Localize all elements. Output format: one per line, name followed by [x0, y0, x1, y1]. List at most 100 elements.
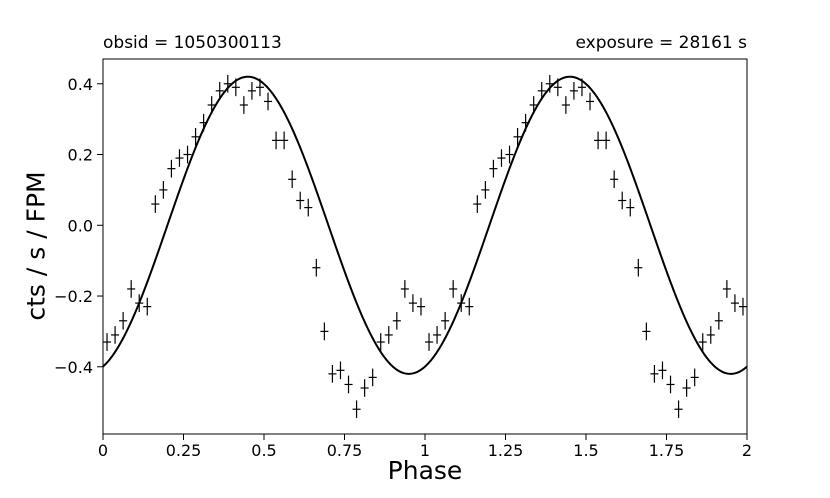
data-point [344, 375, 353, 394]
data-point [706, 326, 715, 344]
data-point [312, 258, 321, 277]
data-point [223, 74, 232, 93]
data-point [634, 258, 643, 277]
x-tick-label: 0.5 [251, 441, 276, 460]
data-point [449, 280, 458, 298]
data-point [247, 81, 256, 100]
data-point [336, 361, 345, 380]
data-point [618, 191, 627, 210]
data-point [722, 280, 731, 298]
y-tick-label: −0.4 [54, 358, 93, 377]
data-point [264, 92, 273, 111]
data-point [352, 400, 361, 419]
data-point [586, 92, 595, 111]
data-point [569, 81, 578, 100]
data-point [400, 280, 409, 298]
data-point [425, 333, 434, 351]
y-tick-label: 0.2 [68, 146, 93, 165]
x-tick-label: 0 [98, 441, 108, 460]
data-point [408, 294, 417, 312]
x-tick-label: 1 [420, 441, 430, 460]
data-point [255, 78, 264, 97]
exposure-label: exposure = 28161 s [575, 33, 747, 53]
data-point [489, 159, 498, 178]
data-point [183, 145, 192, 164]
data-point [473, 195, 482, 213]
data-point [545, 74, 554, 93]
data-point [577, 78, 586, 97]
x-tick-label: 0.25 [166, 441, 202, 460]
data-point [280, 131, 289, 150]
data-point [239, 96, 248, 114]
data-point [497, 149, 506, 167]
data-point [368, 368, 377, 387]
data-point [666, 375, 675, 394]
data-point [416, 297, 425, 316]
data-point [730, 294, 739, 312]
data-point [674, 400, 683, 419]
x-axis-label: Phase [387, 456, 463, 485]
model-curve [102, 75, 748, 375]
data-point [658, 361, 667, 380]
x-tick-label: 2 [742, 441, 752, 460]
data-point [304, 198, 313, 217]
y-tick-label: 0.4 [68, 75, 93, 94]
data-point [513, 127, 522, 146]
data-point [167, 159, 176, 178]
data-point [626, 198, 635, 217]
obsid-label: obsid = 1050300113 [103, 33, 282, 53]
data-point [288, 170, 297, 189]
data-point [328, 365, 337, 383]
data-point [199, 113, 208, 132]
data-point [505, 145, 514, 164]
data-point [103, 333, 112, 351]
data-point [127, 280, 136, 298]
data-point [320, 322, 329, 341]
y-axis-label: cts / s / FPM [21, 171, 51, 321]
data-point [191, 127, 200, 146]
x-tick-label: 1.75 [649, 441, 685, 460]
data-point [215, 81, 224, 100]
data-point [553, 78, 562, 97]
data-point [159, 181, 168, 199]
data-point [151, 195, 160, 213]
data-point [272, 131, 281, 150]
data-point [296, 191, 305, 210]
data-point [650, 365, 659, 383]
data-point [384, 326, 393, 344]
y-axis: −0.4 −0.2 0.0 0.2 0.4 [54, 75, 103, 377]
x-tick-label: 1.5 [573, 441, 598, 460]
data-point [610, 170, 619, 189]
data-point [594, 131, 603, 150]
data-point [392, 311, 401, 330]
x-axis: 0 0.25 0.5 0.75 1 1.25 1.5 1.75 2 [98, 434, 752, 460]
data-point [433, 326, 442, 344]
data-point [175, 149, 184, 167]
data-point [698, 333, 707, 351]
data-point [135, 294, 144, 312]
x-tick-label: 1.25 [488, 441, 524, 460]
data-point [465, 297, 474, 316]
data-point [207, 96, 216, 114]
data-point [111, 326, 120, 344]
data-point [529, 96, 538, 114]
data-point [457, 294, 466, 312]
data-point [119, 311, 128, 330]
y-tick-label: 0.0 [68, 216, 93, 235]
data-point [521, 113, 530, 132]
data-point [682, 379, 691, 397]
data-point [231, 78, 240, 97]
data-point [690, 368, 699, 387]
data-point [360, 379, 369, 397]
data-point [441, 311, 450, 330]
data-point [602, 131, 611, 150]
data-point [537, 81, 546, 100]
data-point [481, 181, 490, 199]
plot-area [102, 74, 748, 419]
data-point [376, 333, 385, 351]
x-tick-label: 0.75 [327, 441, 363, 460]
data-point [738, 297, 747, 316]
data-point [714, 311, 723, 330]
y-tick-label: −0.2 [54, 287, 93, 306]
